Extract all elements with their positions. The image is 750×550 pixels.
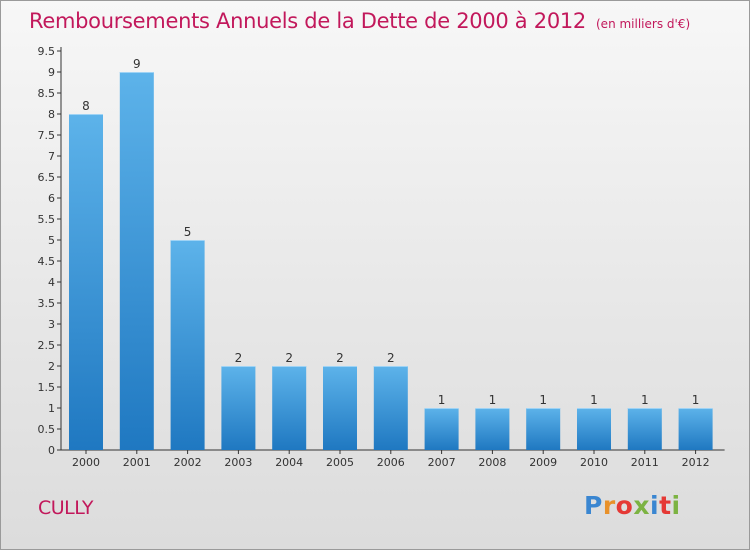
- chart-title-unit: (en milliers d'€): [596, 17, 691, 31]
- data-label: 2: [235, 351, 243, 365]
- y-tick-label: 4.5: [38, 255, 56, 268]
- data-label: 2: [285, 351, 293, 365]
- x-tick-label: 2002: [174, 456, 202, 469]
- x-tick-label: 2007: [428, 456, 456, 469]
- y-tick-label: 3.5: [38, 297, 56, 310]
- bar-2008: [475, 408, 510, 450]
- x-tick-label: 2003: [224, 456, 252, 469]
- proxiti-logo[interactable]: Proxiti: [584, 491, 681, 520]
- y-tick-label: 5.5: [38, 213, 56, 226]
- data-label: 1: [692, 393, 700, 407]
- data-label: 2: [387, 351, 395, 365]
- bar-2005: [323, 366, 357, 450]
- commune-name: CULLY: [38, 497, 93, 519]
- y-tick-label: 2.5: [38, 339, 56, 352]
- y-tick-label: 4: [48, 276, 55, 289]
- x-tick-label: 2006: [377, 456, 405, 469]
- x-tick-label: 2010: [580, 456, 608, 469]
- y-tick-label: 8.5: [38, 87, 56, 100]
- data-label: 5: [184, 225, 192, 239]
- x-tick-label: 2012: [682, 456, 710, 469]
- data-label: 1: [489, 393, 497, 407]
- x-tick-label: 2001: [123, 456, 151, 469]
- chart-title-main: Remboursements Annuels de la Dette de 20…: [29, 9, 586, 33]
- y-tick-label: 7.5: [38, 129, 56, 142]
- bar-2004: [272, 366, 307, 450]
- data-label: 9: [133, 57, 141, 71]
- bar-2009: [526, 408, 561, 450]
- y-tick-label: 2: [48, 360, 55, 373]
- x-tick-label: 2005: [326, 456, 354, 469]
- y-tick-label: 8: [48, 108, 55, 121]
- x-tick-label: 2004: [275, 456, 303, 469]
- logo-letter: P: [584, 491, 603, 520]
- data-label: 1: [641, 393, 649, 407]
- x-tick-label: 2009: [529, 456, 557, 469]
- bar-2007: [424, 408, 459, 450]
- bar-2006: [373, 366, 408, 450]
- bar-2000: [69, 114, 103, 450]
- logo-letter: t: [659, 491, 672, 520]
- bar-2002: [170, 240, 205, 450]
- y-tick-label: 5: [48, 234, 55, 247]
- y-tick-label: 9: [48, 66, 55, 79]
- bar-2012: [678, 408, 713, 450]
- bar-2010: [577, 408, 611, 450]
- x-tick-label: 2000: [72, 456, 100, 469]
- data-label: 1: [590, 393, 598, 407]
- logo-letter: i: [650, 491, 660, 520]
- y-tick-label: 0: [48, 444, 55, 457]
- bar-2011: [627, 408, 662, 450]
- bar-2003: [221, 366, 256, 450]
- data-label: 1: [539, 393, 547, 407]
- y-tick-label: 6.5: [38, 171, 56, 184]
- logo-letter: x: [633, 491, 650, 520]
- data-label: 8: [82, 99, 90, 113]
- x-tick-label: 2011: [631, 456, 659, 469]
- y-tick-label: 9.5: [38, 45, 56, 58]
- y-tick-label: 1: [48, 402, 55, 415]
- y-tick-label: 7: [48, 150, 55, 163]
- chart-title: Remboursements Annuels de la Dette de 20…: [29, 9, 690, 33]
- logo-letter: o: [615, 491, 634, 520]
- y-tick-label: 0.5: [38, 423, 56, 436]
- data-label: 2: [336, 351, 344, 365]
- logo-letter: r: [602, 491, 616, 520]
- x-tick-label: 2008: [478, 456, 506, 469]
- y-tick-label: 3: [48, 318, 55, 331]
- y-tick-label: 6: [48, 192, 55, 205]
- logo-letter: i: [671, 491, 681, 520]
- y-tick-label: 1.5: [38, 381, 56, 394]
- data-label: 1: [438, 393, 446, 407]
- bar-2001: [119, 72, 154, 450]
